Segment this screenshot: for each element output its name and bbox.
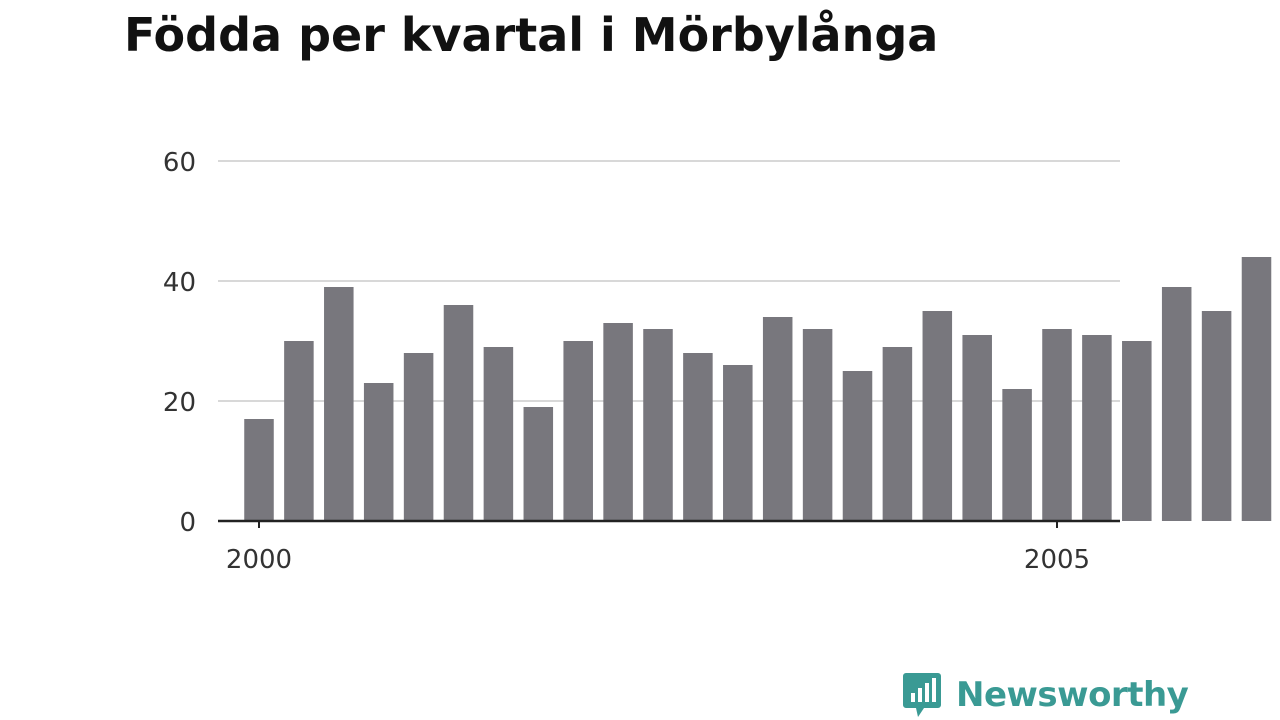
bar [922, 311, 953, 521]
bars [244, 257, 1272, 521]
bar [403, 353, 434, 521]
bar [882, 347, 913, 521]
bar [1241, 257, 1272, 521]
bar [324, 287, 354, 521]
bar [1122, 341, 1152, 521]
bar [483, 347, 514, 521]
bar [802, 329, 833, 521]
bar [443, 305, 474, 521]
y-tick-label: 40 [163, 268, 196, 298]
x-axis: 200020052010201520202025 [218, 519, 1120, 575]
bar [762, 317, 793, 521]
y-tick-label: 60 [163, 148, 196, 178]
bar [603, 323, 633, 521]
bar [363, 383, 394, 521]
chart-title: Födda per kvartal i Mörbylånga [124, 8, 939, 62]
y-tick-label: 0 [179, 508, 196, 538]
newsworthy-icon [903, 673, 941, 717]
bar [1161, 287, 1192, 521]
bar [1082, 335, 1112, 521]
bar [523, 407, 554, 521]
newsworthy-logo: Newsworthy [902, 670, 1189, 720]
bar [244, 419, 274, 521]
bar [563, 341, 593, 521]
brand-name: Newsworthy [956, 675, 1189, 715]
bar [723, 365, 753, 521]
y-axis: 0 20 40 60 [163, 148, 196, 538]
bar [962, 335, 992, 521]
bar [284, 341, 314, 521]
bar [1201, 311, 1232, 521]
bar [1042, 329, 1072, 521]
bar [1002, 389, 1032, 521]
bar [643, 329, 673, 521]
x-tick-label: 2005 [1024, 545, 1090, 575]
bar [683, 353, 713, 521]
y-tick-label: 20 [163, 388, 196, 418]
x-tick-label: 2000 [226, 545, 292, 575]
bar [842, 371, 873, 521]
